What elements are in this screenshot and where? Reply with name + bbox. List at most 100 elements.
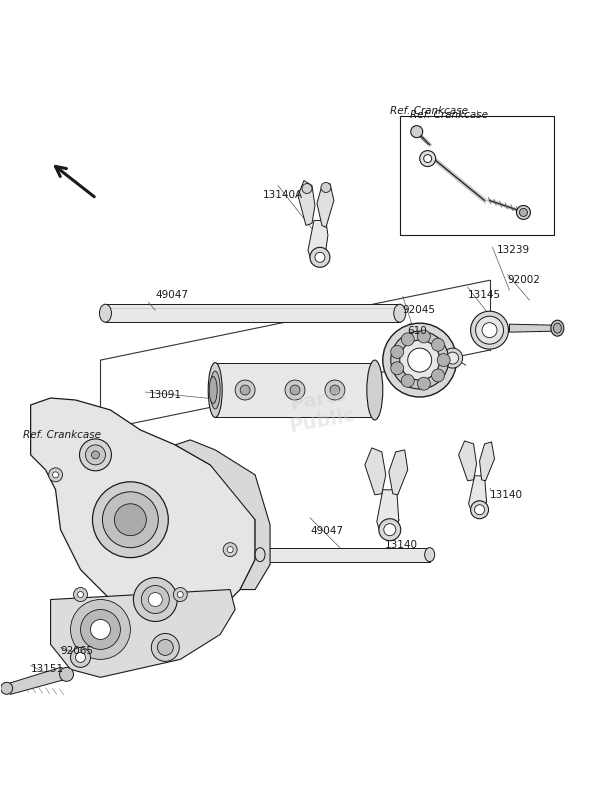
Polygon shape bbox=[469, 476, 487, 514]
Ellipse shape bbox=[100, 304, 111, 322]
Circle shape bbox=[302, 184, 312, 193]
Polygon shape bbox=[377, 490, 399, 535]
Circle shape bbox=[91, 451, 100, 459]
Circle shape bbox=[177, 591, 183, 598]
Circle shape bbox=[227, 547, 233, 553]
Ellipse shape bbox=[208, 363, 222, 417]
Circle shape bbox=[475, 505, 485, 515]
Polygon shape bbox=[479, 442, 495, 481]
Polygon shape bbox=[6, 667, 65, 694]
Text: 49047: 49047 bbox=[310, 526, 343, 535]
Ellipse shape bbox=[475, 316, 504, 344]
Circle shape bbox=[151, 634, 179, 662]
Circle shape bbox=[423, 154, 432, 162]
Circle shape bbox=[418, 377, 431, 390]
Text: Ref. Crankcase: Ref. Crankcase bbox=[390, 105, 468, 116]
Text: 49047: 49047 bbox=[155, 290, 188, 300]
Circle shape bbox=[384, 523, 396, 535]
Circle shape bbox=[78, 591, 84, 598]
Circle shape bbox=[391, 362, 403, 375]
Text: 13145: 13145 bbox=[468, 290, 501, 300]
Ellipse shape bbox=[255, 547, 265, 562]
Polygon shape bbox=[176, 440, 270, 590]
Circle shape bbox=[285, 380, 305, 400]
Circle shape bbox=[48, 468, 62, 482]
Ellipse shape bbox=[554, 323, 561, 333]
Polygon shape bbox=[260, 547, 430, 562]
Circle shape bbox=[517, 205, 531, 220]
Ellipse shape bbox=[443, 348, 462, 368]
Text: 13140: 13140 bbox=[489, 490, 522, 500]
Text: 13091: 13091 bbox=[148, 390, 181, 400]
Text: Ref. Crankcase: Ref. Crankcase bbox=[22, 430, 101, 440]
Circle shape bbox=[432, 338, 445, 352]
Circle shape bbox=[519, 209, 527, 217]
Ellipse shape bbox=[471, 311, 508, 349]
Circle shape bbox=[411, 125, 423, 137]
Text: 92002: 92002 bbox=[508, 276, 540, 285]
Polygon shape bbox=[215, 363, 375, 417]
Circle shape bbox=[157, 639, 173, 655]
Circle shape bbox=[325, 380, 345, 400]
Text: Ref. Crankcase: Ref. Crankcase bbox=[410, 109, 488, 120]
Circle shape bbox=[74, 587, 88, 602]
Circle shape bbox=[91, 619, 110, 639]
Ellipse shape bbox=[59, 667, 74, 682]
Polygon shape bbox=[31, 398, 255, 625]
Circle shape bbox=[75, 653, 85, 662]
Polygon shape bbox=[389, 450, 408, 495]
Polygon shape bbox=[105, 304, 400, 322]
Circle shape bbox=[290, 385, 300, 395]
Circle shape bbox=[52, 472, 58, 478]
Polygon shape bbox=[308, 221, 328, 264]
Circle shape bbox=[114, 503, 146, 535]
Circle shape bbox=[141, 586, 169, 614]
Text: 92045: 92045 bbox=[403, 305, 436, 316]
Ellipse shape bbox=[394, 304, 406, 322]
Circle shape bbox=[471, 501, 488, 519]
Text: 13151: 13151 bbox=[31, 665, 64, 674]
Circle shape bbox=[133, 578, 177, 622]
Text: 92065: 92065 bbox=[61, 646, 94, 657]
Circle shape bbox=[81, 610, 120, 650]
Polygon shape bbox=[400, 116, 554, 236]
Circle shape bbox=[80, 439, 111, 471]
Circle shape bbox=[1, 682, 13, 694]
Circle shape bbox=[321, 182, 331, 193]
Polygon shape bbox=[317, 184, 334, 228]
Circle shape bbox=[102, 491, 158, 547]
Polygon shape bbox=[298, 181, 315, 225]
Circle shape bbox=[92, 482, 168, 558]
Circle shape bbox=[71, 647, 91, 667]
Polygon shape bbox=[51, 590, 235, 678]
Polygon shape bbox=[509, 324, 554, 332]
Circle shape bbox=[391, 345, 403, 359]
Text: 13140: 13140 bbox=[385, 539, 418, 550]
Ellipse shape bbox=[367, 360, 383, 420]
Circle shape bbox=[310, 248, 330, 268]
Ellipse shape bbox=[210, 371, 220, 409]
Circle shape bbox=[437, 354, 450, 367]
Circle shape bbox=[85, 445, 105, 465]
Ellipse shape bbox=[383, 323, 456, 397]
Ellipse shape bbox=[482, 323, 497, 338]
Ellipse shape bbox=[400, 340, 439, 380]
Ellipse shape bbox=[391, 331, 449, 389]
Circle shape bbox=[420, 150, 436, 166]
Circle shape bbox=[315, 252, 325, 262]
Circle shape bbox=[148, 593, 163, 606]
Polygon shape bbox=[459, 441, 477, 481]
Circle shape bbox=[223, 543, 237, 557]
Ellipse shape bbox=[446, 352, 459, 364]
Circle shape bbox=[71, 599, 130, 659]
Text: 610: 610 bbox=[408, 326, 428, 336]
Text: 13239: 13239 bbox=[497, 245, 530, 256]
Circle shape bbox=[330, 385, 340, 395]
Circle shape bbox=[235, 380, 255, 400]
Circle shape bbox=[432, 369, 445, 382]
Circle shape bbox=[418, 330, 431, 343]
Ellipse shape bbox=[408, 348, 432, 372]
Circle shape bbox=[379, 519, 401, 541]
Ellipse shape bbox=[209, 376, 217, 403]
Circle shape bbox=[173, 587, 187, 602]
